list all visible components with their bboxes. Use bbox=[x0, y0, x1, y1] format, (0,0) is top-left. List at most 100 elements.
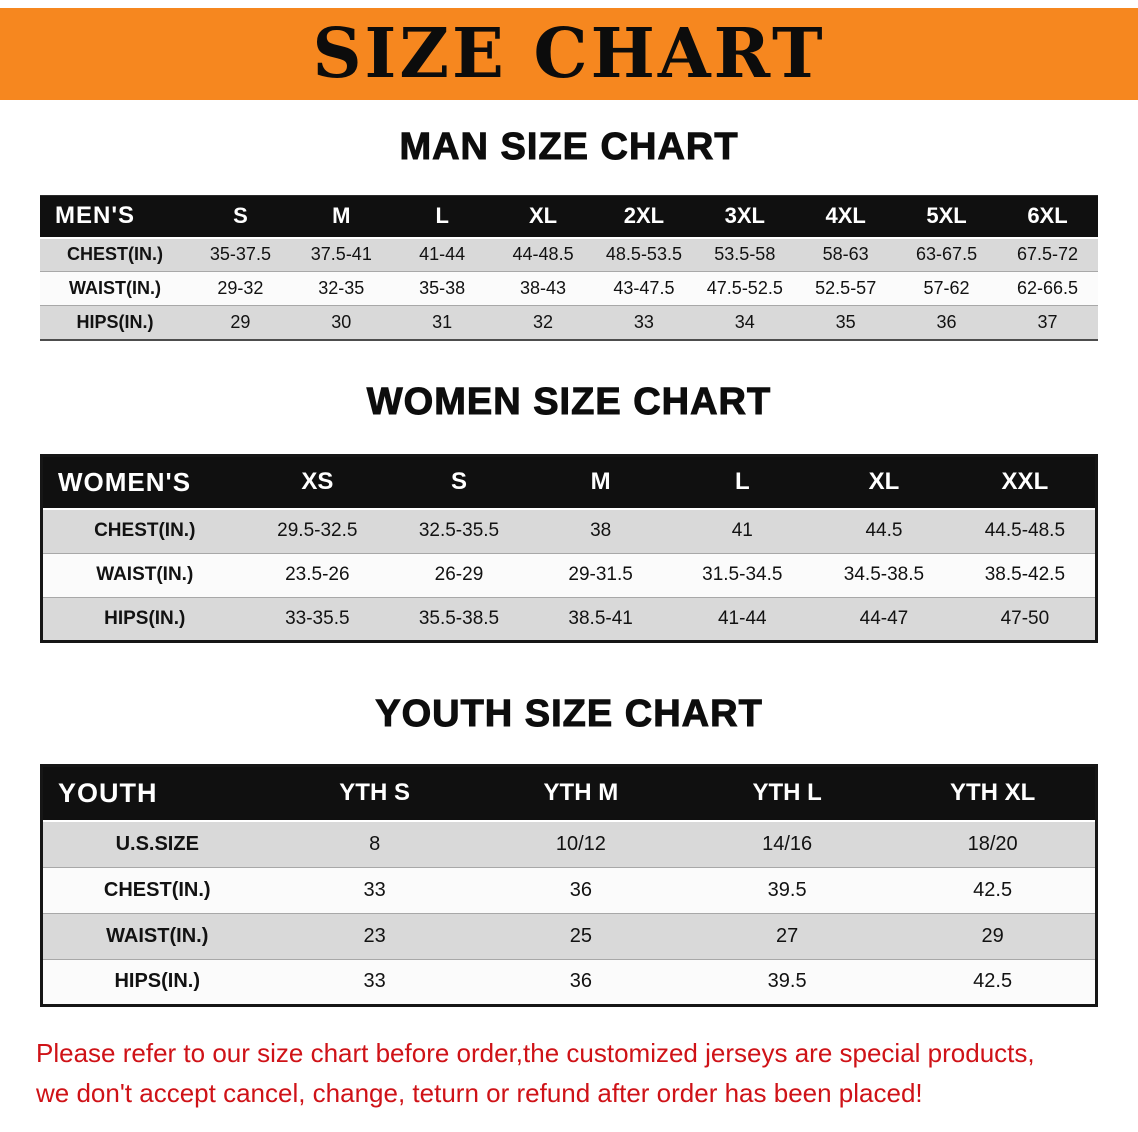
size-cell: 62-66.5 bbox=[1016, 278, 1079, 298]
size-cell: 44-47 bbox=[859, 607, 909, 629]
size-cell: 36 bbox=[936, 311, 957, 332]
men-waist-row: WAIST(IN.) 29-32 32-35 35-38 38-43 43-47… bbox=[40, 271, 1098, 306]
size-cell: 8 bbox=[369, 832, 381, 855]
size-cell: 31.5-34.5 bbox=[702, 564, 783, 585]
size-cell: 52.5-57 bbox=[815, 278, 877, 298]
size-cell: 23 bbox=[363, 924, 386, 947]
women-section-title: WOMEN SIZE CHART bbox=[366, 380, 772, 423]
size-cell: 41-44 bbox=[717, 607, 767, 629]
size-cell: 34.5-38.5 bbox=[843, 564, 925, 585]
size-cell: 57-62 bbox=[923, 278, 970, 298]
size-cell: 47.5-52.5 bbox=[706, 278, 783, 298]
men-col-header: S bbox=[190, 195, 291, 238]
size-cell: 39.5 bbox=[767, 970, 807, 992]
size-cell: 31 bbox=[432, 311, 453, 332]
size-cell: 33 bbox=[633, 311, 654, 332]
size-cell: 18/20 bbox=[967, 832, 1018, 855]
size-cell: 37 bbox=[1037, 311, 1058, 332]
men-col-header: 5XL bbox=[896, 195, 997, 238]
women-col-header: XS bbox=[246, 455, 389, 509]
banner-title: SIZE CHART bbox=[312, 14, 826, 94]
size-cell: 44.5-48.5 bbox=[984, 520, 1066, 542]
women-header-row: WOMEN'S XS S M L XL XXL bbox=[41, 455, 1097, 509]
size-cell: 32 bbox=[533, 311, 554, 332]
size-cell: 35-38 bbox=[419, 278, 466, 298]
youth-col-header: YTH S bbox=[271, 765, 478, 821]
women-hips-row: HIPS(IN.) 33-35.5 35.5-38.5 38.5-41 41-4… bbox=[41, 597, 1097, 641]
men-col-header: M bbox=[290, 195, 392, 238]
youth-hips-row: HIPS(IN.) 33 36 39.5 42.5 bbox=[41, 959, 1097, 1005]
size-cell: 35-37.5 bbox=[209, 244, 271, 265]
row-label: CHEST(IN.) bbox=[103, 878, 211, 901]
row-label: HIPS(IN.) bbox=[104, 607, 186, 629]
youth-col-header: YTH XL bbox=[890, 765, 1097, 821]
size-cell: 33 bbox=[363, 878, 386, 901]
youth-waist-row: WAIST(IN.) 23 25 27 29 bbox=[41, 913, 1097, 959]
men-size-table: MEN'S S M L XL 2XL 3XL 4XL 5XL 6XL CHEST… bbox=[40, 195, 1098, 341]
men-chest-row: CHEST(IN.) 35-37.5 37.5-41 41-44 44-48.5… bbox=[40, 237, 1098, 272]
size-cell: 38-43 bbox=[520, 278, 567, 298]
size-cell: 41-44 bbox=[419, 244, 466, 265]
row-label: WAIST(IN.) bbox=[96, 564, 194, 585]
row-label: U.S.SIZE bbox=[115, 832, 199, 855]
men-corner-label: MEN'S bbox=[40, 195, 190, 238]
size-cell: 30 bbox=[331, 311, 352, 332]
women-col-header: S bbox=[388, 455, 530, 509]
women-col-header: L bbox=[671, 455, 814, 509]
size-cell: 43-47.5 bbox=[613, 278, 675, 298]
size-cell: 35.5-38.5 bbox=[418, 607, 500, 629]
size-cell: 29 bbox=[230, 311, 251, 332]
footer-line-2: we don't accept cancel, change, teturn o… bbox=[36, 1077, 923, 1108]
row-label: HIPS(IN.) bbox=[76, 311, 154, 332]
men-col-header: 3XL bbox=[694, 195, 796, 238]
size-cell: 44-48.5 bbox=[512, 244, 574, 265]
size-cell: 39.5 bbox=[767, 878, 807, 901]
size-cell: 29-31.5 bbox=[568, 564, 633, 585]
size-cell: 37.5-41 bbox=[310, 244, 372, 265]
size-cell: 29-32 bbox=[217, 278, 264, 298]
footer-note: Please refer to our size chart before or… bbox=[0, 1033, 1138, 1113]
men-col-header: L bbox=[391, 195, 493, 238]
men-hips-row: HIPS(IN.) 29 30 31 32 33 34 35 36 37 bbox=[40, 305, 1098, 340]
size-cell: 58-63 bbox=[822, 244, 869, 265]
size-cell: 42.5 bbox=[973, 878, 1013, 901]
size-cell: 14/16 bbox=[762, 832, 813, 855]
footer-line-1: Please refer to our size chart before or… bbox=[36, 1037, 1035, 1068]
row-label: CHEST(IN.) bbox=[94, 520, 196, 542]
women-size-table: WOMEN'S XS S M L XL XXL CHEST(IN.) 29.5-… bbox=[40, 453, 1098, 643]
size-cell: 36 bbox=[569, 970, 592, 992]
youth-corner-label: YOUTH bbox=[41, 765, 272, 821]
row-label: CHEST(IN.) bbox=[67, 244, 163, 265]
size-cell: 32-35 bbox=[318, 278, 365, 298]
youth-size-table: YOUTH YTH S YTH M YTH L YTH XL U.S.SIZE … bbox=[40, 763, 1098, 1007]
size-cell: 48.5-53.5 bbox=[605, 244, 682, 265]
men-col-header: 4XL bbox=[795, 195, 897, 238]
youth-ussize-row: U.S.SIZE 8 10/12 14/16 18/20 bbox=[41, 821, 1097, 867]
size-cell: 38.5-42.5 bbox=[984, 564, 1066, 585]
row-label: WAIST(IN.) bbox=[106, 924, 209, 947]
size-cell: 29 bbox=[981, 924, 1004, 947]
youth-header-row: YOUTH YTH S YTH M YTH L YTH XL bbox=[41, 765, 1097, 821]
size-cell: 41 bbox=[731, 520, 753, 542]
size-cell: 34 bbox=[734, 311, 755, 332]
size-cell: 10/12 bbox=[555, 832, 606, 855]
size-cell: 29.5-32.5 bbox=[277, 520, 358, 542]
youth-chest-row: CHEST(IN.) 33 36 39.5 42.5 bbox=[41, 867, 1097, 913]
women-waist-row: WAIST(IN.) 23.5-26 26-29 29-31.5 31.5-34… bbox=[41, 553, 1097, 597]
women-col-header: XL bbox=[813, 455, 955, 509]
youth-col-header: YTH L bbox=[684, 765, 891, 821]
size-cell: 38 bbox=[590, 520, 612, 542]
size-cell: 67.5-72 bbox=[1016, 244, 1079, 265]
size-cell: 47-50 bbox=[1000, 607, 1050, 629]
row-label: HIPS(IN.) bbox=[114, 970, 201, 992]
size-cell: 26-29 bbox=[434, 564, 484, 585]
men-col-header: XL bbox=[492, 195, 594, 238]
youth-section-title: YOUTH SIZE CHART bbox=[375, 692, 763, 735]
women-col-header: M bbox=[529, 455, 672, 509]
women-corner-label: WOMEN'S bbox=[41, 455, 247, 509]
size-cell: 42.5 bbox=[973, 970, 1013, 992]
men-section-title: MAN SIZE CHART bbox=[399, 126, 739, 169]
row-label: WAIST(IN.) bbox=[69, 278, 161, 298]
women-col-header: XXL bbox=[954, 455, 1097, 509]
size-cell: 63-67.5 bbox=[916, 244, 978, 265]
